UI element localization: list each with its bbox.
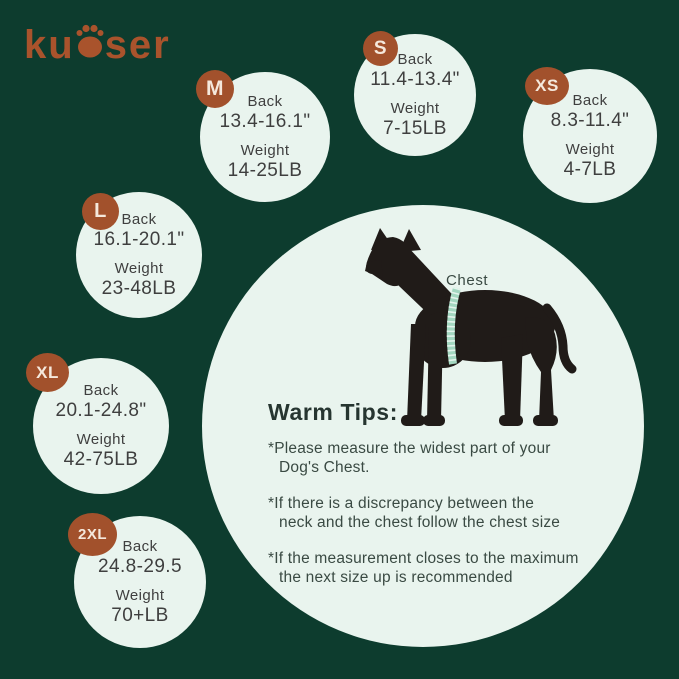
back-label: Back — [83, 381, 119, 399]
weight-label: Weight — [390, 99, 440, 117]
back-range: 16.1-20.1" — [93, 228, 185, 250]
warm-tips-heading: Warm Tips: — [268, 399, 398, 425]
back-label: Back — [397, 50, 433, 68]
weight-label: Weight — [240, 141, 290, 159]
back-range: 11.4-13.4" — [370, 68, 460, 90]
brand-logo-text-right: ser — [104, 23, 171, 67]
size-badge-xl: XL — [26, 353, 69, 392]
weight-range: 14-25LB — [227, 159, 303, 181]
weight-label: Weight — [76, 430, 126, 448]
weight-range: 42-75LB — [63, 448, 139, 470]
warm-tip-3: *If the measurement closes to the maximu… — [268, 549, 579, 586]
back-range: 20.1-24.8" — [55, 399, 147, 421]
weight-label: Weight — [565, 140, 615, 158]
size-badge-xs: XS — [525, 67, 569, 105]
brand-logo-text-left: ku — [24, 23, 75, 67]
back-label: Back — [247, 92, 283, 110]
warm-tip-1: *Please measure the widest part of your … — [268, 440, 551, 476]
chest-label: Chest — [446, 272, 489, 289]
weight-range: 7-15LB — [383, 117, 447, 139]
back-range: 13.4-16.1" — [219, 110, 311, 132]
weight-label: Weight — [114, 259, 164, 277]
measuring-tape-icon — [446, 286, 461, 365]
dog-silhouette-icon — [363, 226, 577, 430]
size-bubble-2xl: Back 24.8-29.5 Weight 70+LB — [74, 516, 206, 648]
back-label: Back — [121, 210, 157, 228]
back-range: 8.3-11.4" — [550, 109, 630, 131]
paw-icon — [76, 24, 104, 62]
size-badge-l: L — [82, 193, 119, 230]
back-range: 24.8-29.5 — [98, 555, 182, 577]
weight-range: 23-48LB — [101, 277, 177, 299]
warm-tips-section: Warm Tips: *Please measure the widest pa… — [268, 399, 603, 587]
back-label: Back — [122, 537, 158, 555]
weight-range: 70+LB — [111, 604, 169, 626]
size-badge-m: M — [196, 70, 234, 108]
weight-range: 4-7LB — [563, 158, 617, 180]
warm-tip-2: *If there is a discrepancy between the n… — [268, 494, 561, 531]
size-badge-2xl: 2XL — [68, 513, 117, 556]
size-badge-s: S — [363, 31, 398, 66]
brand-logo: ku ser — [24, 23, 171, 67]
weight-label: Weight — [115, 586, 165, 604]
back-label: Back — [572, 91, 608, 109]
